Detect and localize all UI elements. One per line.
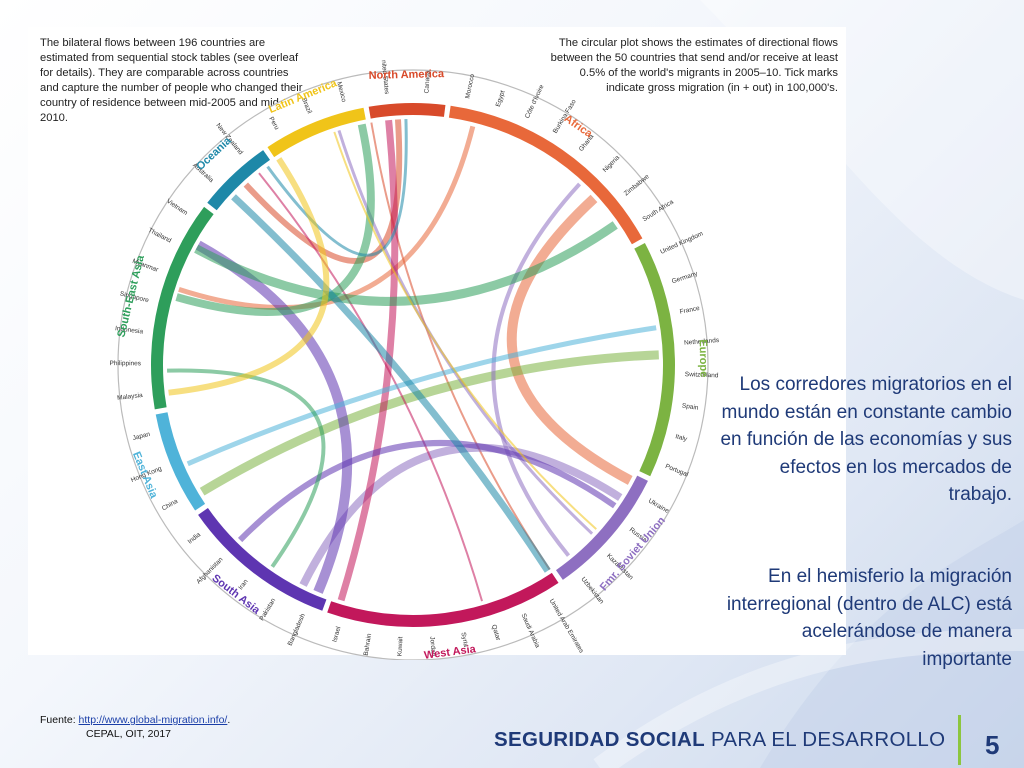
region-arc bbox=[267, 107, 366, 158]
brand-logo-text: SEGURIDAD SOCIAL PARA EL DESARROLLO bbox=[494, 728, 945, 752]
region-arc bbox=[327, 572, 559, 627]
region-arc bbox=[207, 150, 271, 211]
migration-flow-chord bbox=[237, 440, 617, 543]
country-label: Netherlands bbox=[684, 337, 720, 347]
region-label: Europe bbox=[697, 339, 710, 377]
migration-flow-chord bbox=[186, 325, 657, 467]
country-label: United States bbox=[379, 60, 390, 95]
migration-flow-chord bbox=[266, 119, 408, 257]
country-label: Kuwait bbox=[397, 636, 405, 656]
figure-description-left: The bilateral flows between 196 countrie… bbox=[40, 37, 303, 124]
country-label: Israel bbox=[331, 625, 342, 643]
migration-flow-chord bbox=[168, 157, 330, 396]
country-label: Spain bbox=[681, 402, 699, 411]
region-arc bbox=[151, 206, 214, 410]
region-arc bbox=[555, 475, 648, 580]
migration-flow-chord bbox=[506, 194, 633, 485]
country-label: Italy bbox=[675, 433, 689, 443]
country-label: Canada bbox=[423, 70, 431, 93]
country-label: Malaysia bbox=[117, 392, 144, 402]
migration-flow-chord bbox=[491, 182, 582, 557]
migration-flow-chord bbox=[195, 240, 353, 594]
migration-flow-chord bbox=[258, 172, 483, 602]
source-note: Fuente: http://www.global-migration.info… bbox=[40, 713, 230, 741]
country-label: Qatar bbox=[490, 624, 502, 642]
region-label: West Asia bbox=[423, 643, 477, 660]
country-label: Philippines bbox=[110, 360, 142, 367]
country-label: Egypt bbox=[495, 90, 507, 108]
region-arc bbox=[368, 103, 446, 119]
region-label: North America bbox=[369, 68, 446, 82]
country-label: Indonesia bbox=[115, 325, 144, 335]
source-suffix: . bbox=[227, 714, 231, 726]
migration-flow-chord bbox=[231, 194, 551, 573]
migration-flow-chord bbox=[178, 125, 476, 311]
brand-light: PARA EL DESARROLLO bbox=[710, 728, 946, 751]
chord-flows bbox=[167, 119, 659, 602]
side-paragraph-1: Los corredores migratorios en el mundo e… bbox=[720, 374, 1012, 505]
country-label: Bahrain bbox=[363, 633, 374, 657]
country-label: Syria bbox=[459, 632, 469, 648]
source-line-2: CEPAL, OIT, 2017 bbox=[86, 728, 172, 740]
brand-bold: SEGURIDAD SOCIAL bbox=[494, 728, 705, 751]
country-label: Switzerland bbox=[685, 371, 719, 379]
migration-flow-chord bbox=[370, 122, 551, 571]
migration-flow-chord bbox=[175, 123, 375, 316]
migration-flow-chord bbox=[333, 131, 597, 530]
region-arc bbox=[634, 243, 676, 477]
source-link[interactable]: http://www.global-migration.info/ bbox=[78, 714, 228, 726]
country-label: Jordan bbox=[428, 636, 436, 657]
migration-flow-chord bbox=[167, 368, 326, 568]
region-arc bbox=[448, 105, 643, 245]
country-label: Morocco bbox=[464, 73, 476, 99]
figure-description-right: The circular plot shows the estimates of… bbox=[550, 37, 838, 94]
region-arc bbox=[198, 507, 327, 611]
brand-divider bbox=[958, 715, 961, 765]
country-label: Japan bbox=[132, 431, 151, 442]
region-arc bbox=[155, 412, 206, 511]
page-number: 5 bbox=[985, 730, 1000, 760]
side-paragraph-2: En el hemisferio la migración interregio… bbox=[726, 566, 1012, 670]
migration-flow-chord bbox=[243, 119, 403, 264]
source-prefix: Fuente: bbox=[40, 714, 79, 726]
country-label: France bbox=[679, 305, 701, 316]
